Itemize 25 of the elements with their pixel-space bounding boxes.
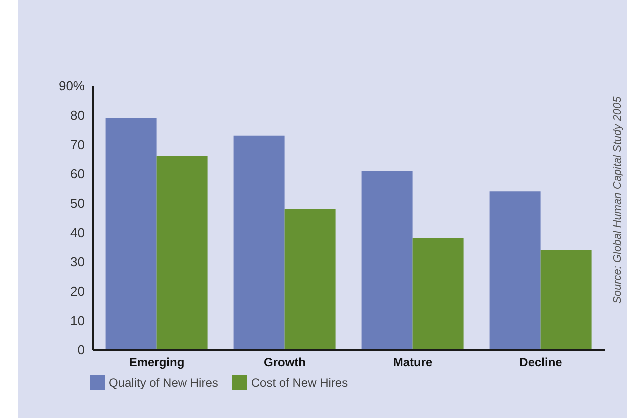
- y-tick-label: 90%: [58, 78, 86, 94]
- legend-label: Cost of New Hires: [251, 376, 348, 390]
- x-tick-label: Growth: [264, 356, 306, 370]
- bar: [412, 238, 464, 350]
- x-tick-label: Decline: [520, 356, 563, 370]
- y-tick-label: 30: [70, 254, 85, 270]
- bar: [106, 118, 157, 350]
- bar: [490, 192, 541, 350]
- y-tick-label: 0: [78, 342, 85, 358]
- bar: [284, 209, 336, 350]
- y-tick-label: 70: [70, 137, 85, 152]
- bar: [156, 156, 208, 350]
- y-tick-label: 10: [70, 313, 85, 328]
- bar: [540, 250, 592, 350]
- y-tick-label: 20: [70, 284, 85, 299]
- bar: [234, 136, 285, 350]
- y-tick-label: 40: [70, 225, 85, 240]
- y-tick-label: 80: [70, 108, 85, 123]
- bar: [362, 171, 413, 350]
- y-tick-label: 50: [70, 196, 85, 211]
- source-note: Source: Global Human Capital Study 2005: [612, 96, 624, 304]
- x-tick-label: Emerging: [129, 356, 185, 370]
- x-tick-label: Mature: [393, 356, 433, 370]
- y-tick-label: 60: [70, 166, 85, 182]
- legend-label: Quality of New Hires: [109, 376, 218, 390]
